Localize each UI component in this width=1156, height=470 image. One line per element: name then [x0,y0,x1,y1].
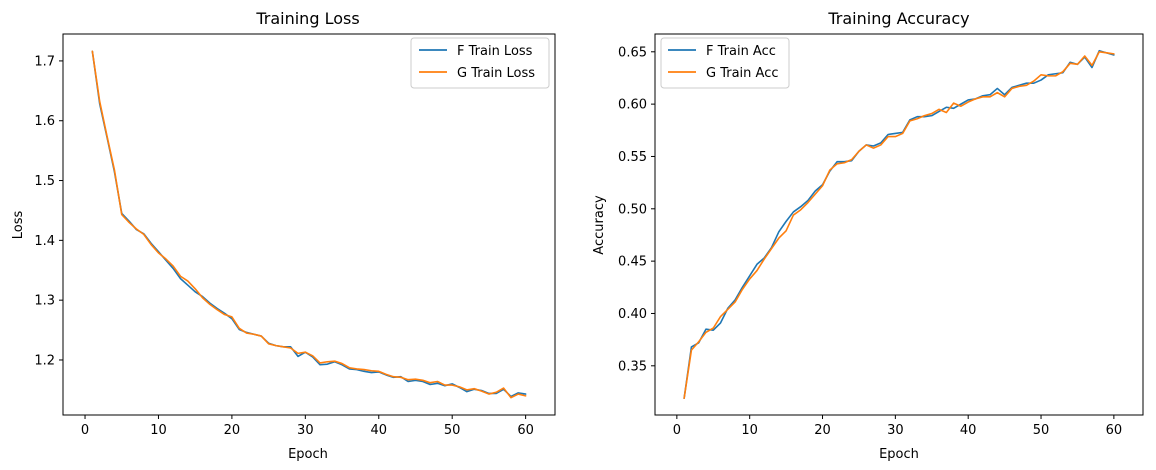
loss-x-tick-label: 60 [517,423,534,438]
accuracy-chart-legend: F Train Acc G Train Acc [660,37,790,89]
accuracy-y-tick-label: 0.55 [618,150,647,165]
accuracy-chart-xlabel: Epoch [879,447,919,462]
loss-y-tick-label: 1.4 [34,234,55,249]
accuracy-x-tick-label: 30 [887,423,904,438]
legend-label-g-train-loss: G Train Loss [457,66,535,81]
accuracy-chart: Training Accuracy 0 10 20 30 40 50 600.350.400… [592,9,1144,462]
loss-chart-lines [91,50,527,399]
loss-chart-axes-frame [62,33,556,416]
accuracy-y-tick-label: 0.35 [618,359,647,374]
loss-y-tick-label: 1.3 [34,294,55,309]
accuracy-x-tick-label: 20 [814,423,831,438]
loss-x-tick-label: 20 [224,423,241,438]
accuracy-series-line-f [683,49,1115,400]
loss-chart-ylabel: Loss [11,211,26,240]
accuracy-x-tick-label: 40 [960,423,977,438]
accuracy-y-tick-label: 0.40 [618,307,647,322]
loss-y-tick-label: 1.7 [34,54,55,69]
accuracy-chart-lines [683,49,1115,400]
loss-x-tick-label: 50 [444,423,461,438]
loss-y-tick-label: 1.6 [34,114,55,129]
accuracy-chart-ylabel: Accuracy [592,195,607,255]
loss-y-tick-label: 1.2 [34,353,55,368]
accuracy-x-tick-label: 50 [1033,423,1050,438]
loss-series-line-g [91,50,527,399]
loss-x-tick-label: 10 [150,423,167,438]
loss-x-tick-label: 0 [81,423,89,438]
accuracy-series-line-g [683,50,1115,400]
legend-label-f-train-acc: F Train Acc [706,44,776,59]
loss-chart-legend: F Train Loss G Train Loss [410,37,550,89]
loss-chart: Training Loss 0 10 20 30 40 50 60 1.2 1.3 1.4 1.5 1… [11,9,556,462]
accuracy-x-tick-label: 10 [741,423,758,438]
accuracy-chart-title: Training Accuracy [827,9,969,28]
accuracy-x-tick-label: 60 [1106,423,1123,438]
accuracy-x-tick-label: 0 [673,423,681,438]
legend-label-g-train-acc: G Train Acc [706,66,779,81]
loss-y-tick-label: 1.5 [34,174,55,189]
loss-x-tick-label: 40 [370,423,387,438]
accuracy-y-tick-label: 0.65 [618,45,647,60]
accuracy-y-tick-label: 0.60 [618,98,647,113]
accuracy-y-tick-label: 0.50 [618,202,647,217]
accuracy-y-tick-label: 0.45 [618,255,647,270]
loss-chart-ticks: 0 10 20 30 40 50 60 1.2 1.3 1.4 1.5 1.6 1.7 [34,54,534,438]
loss-x-tick-label: 30 [297,423,314,438]
loss-chart-xlabel: Epoch [288,447,328,462]
legend-label-f-train-loss: F Train Loss [457,44,533,59]
accuracy-chart-ticks: 0 10 20 30 40 50 60 0.35 0.40 0.45 0.50 0.55 0.60 0.6… [618,45,1122,438]
loss-chart-title: Training Loss [255,9,359,28]
accuracy-chart-axes-frame [654,33,1144,416]
